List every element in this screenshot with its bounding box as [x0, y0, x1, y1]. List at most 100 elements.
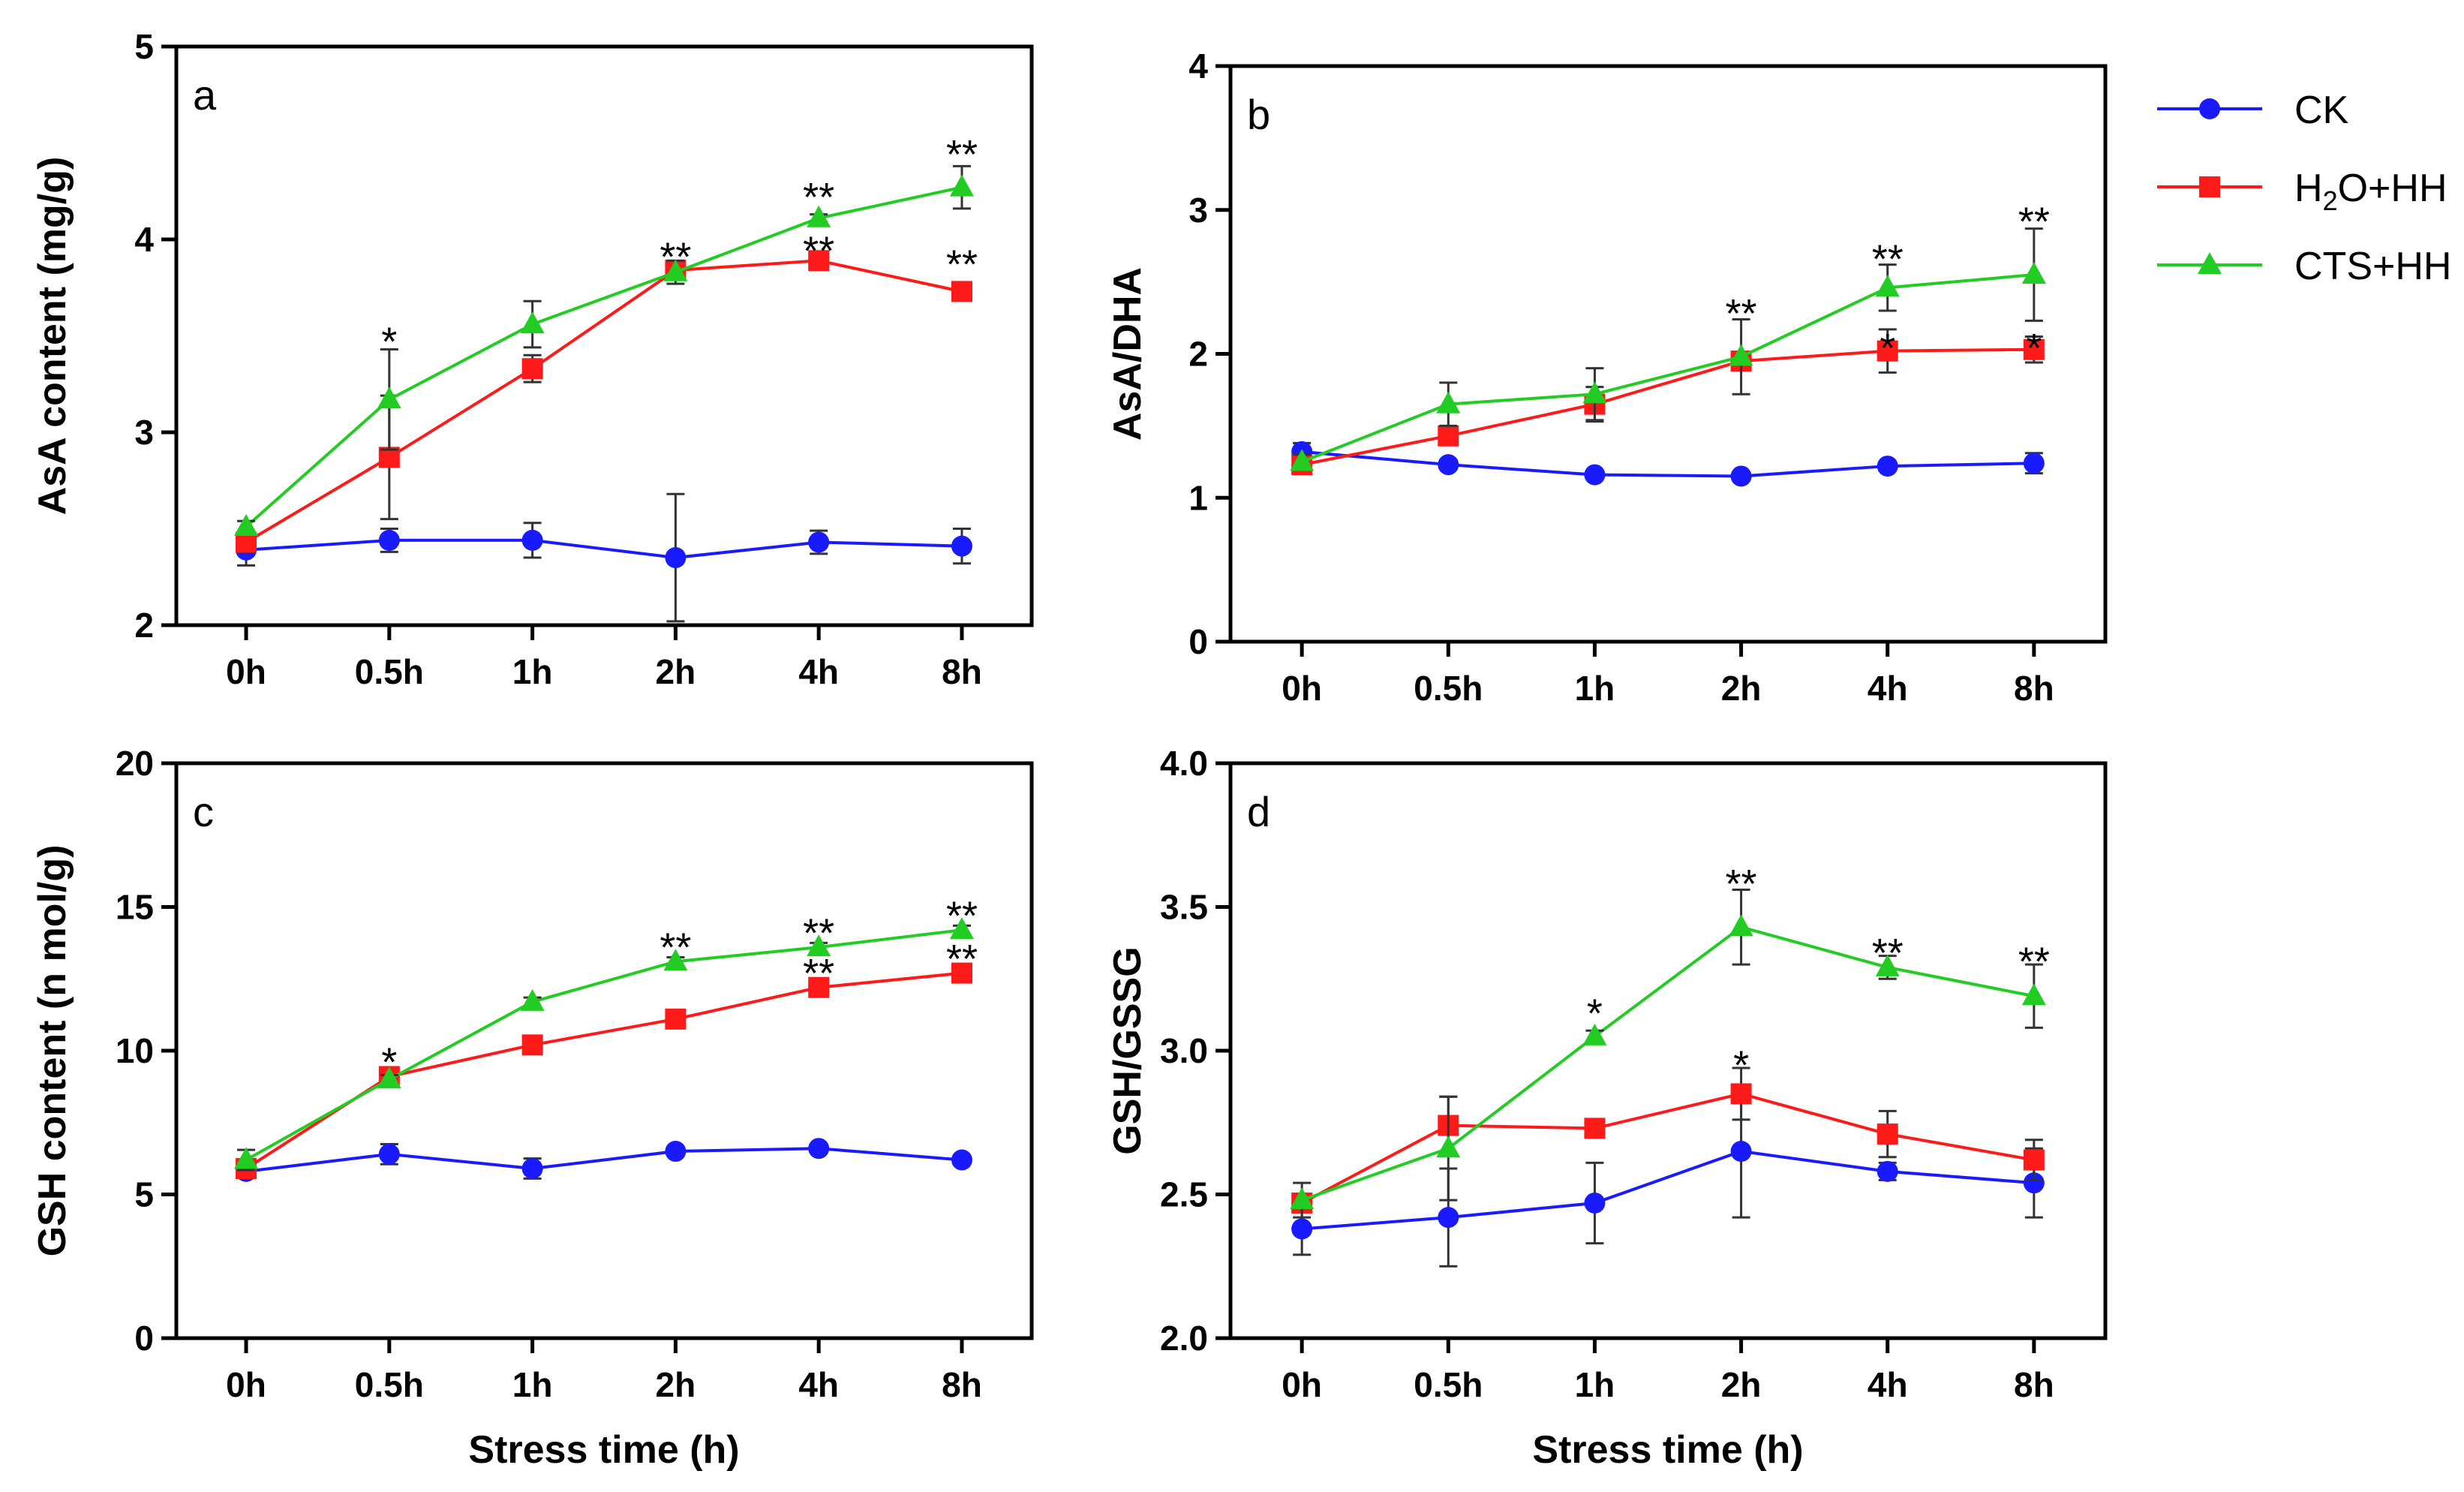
y-tick-label: 2	[1188, 335, 1208, 374]
series-line	[1301, 925, 2035, 1202]
significance-mark: **	[1872, 931, 1904, 976]
data-point	[1291, 1218, 1313, 1240]
data-point	[1877, 1160, 1898, 1182]
data-point	[1584, 464, 1606, 486]
data-point	[1436, 391, 1461, 414]
data-point	[2023, 338, 2045, 360]
data-point	[377, 1066, 401, 1089]
significance-mark: **	[2018, 940, 2050, 985]
x-tick-label: 4h	[1868, 1365, 1908, 1404]
series-H2O+HH	[1291, 1066, 2045, 1214]
legend-item-CK: CK	[2157, 89, 2349, 132]
x-tick-label: 1h	[512, 1365, 553, 1404]
data-point	[951, 962, 972, 984]
x-tick-label: 4h	[1868, 669, 1908, 708]
data-point	[378, 529, 400, 551]
data-point	[2023, 1172, 2045, 1194]
y-tick-label: 2.5	[1160, 1175, 1208, 1214]
data-point	[1730, 1083, 1752, 1105]
data-point	[521, 358, 543, 380]
x-tick-label: 4h	[798, 652, 839, 691]
series-CK	[1291, 441, 2045, 487]
plot-frame	[1228, 761, 2108, 1340]
y-tick-label: 4	[134, 220, 154, 259]
series-CTS+HH	[1290, 889, 2046, 1219]
series-line	[245, 538, 963, 560]
significance-mark: **	[803, 951, 834, 996]
data-point	[520, 311, 545, 334]
panel-d: 2.0 2.5 3.0 3.5 4.0 0h 0.5h 1h 2h 4h 8h d GSH/GSSG St…	[1106, 744, 2108, 1472]
x-tick-label: 0h	[1282, 669, 1322, 708]
data-point	[807, 934, 831, 957]
data-point	[808, 1138, 830, 1160]
data-point	[377, 387, 401, 409]
data-point	[2023, 1149, 2045, 1171]
data-point	[1438, 1207, 1459, 1229]
series-line	[1301, 347, 2034, 467]
y-tick-label: 2	[134, 606, 154, 645]
series-line	[245, 971, 963, 1170]
data-point	[1877, 1124, 1898, 1145]
series-CK	[236, 1138, 972, 1182]
series-line	[245, 259, 963, 544]
series-H2O+HH	[1291, 328, 2045, 476]
significance-mark: **	[660, 925, 691, 970]
data-point	[1729, 914, 1753, 937]
x-tick-label: 0.5h	[1414, 669, 1483, 708]
x-tick-label: 2h	[656, 1365, 696, 1404]
x-axis-label: Stress time (h)	[468, 1428, 739, 1472]
data-point	[808, 250, 830, 272]
series-line	[1301, 1092, 2035, 1205]
series-CK	[236, 492, 972, 623]
significance-mark: **	[660, 234, 691, 279]
data-point	[1877, 456, 1898, 477]
series-line	[1301, 273, 2035, 464]
x-tick-label: 0.5h	[355, 652, 424, 691]
y-tick-label: 3	[134, 413, 154, 452]
y-axis-label: GSH content (n mol/g)	[31, 845, 74, 1257]
x-tick-label: 8h	[2014, 1365, 2054, 1404]
data-point	[1290, 1187, 1315, 1210]
data-point	[949, 174, 974, 197]
x-tick-label: 8h	[942, 1365, 982, 1404]
x-tick-label: 8h	[942, 652, 982, 691]
data-point	[663, 259, 688, 281]
panel-letter: a	[193, 71, 217, 119]
significance-mark: **	[946, 242, 978, 287]
legend-marker	[2198, 252, 2222, 274]
data-point	[1584, 1192, 1606, 1214]
data-point	[2021, 262, 2046, 284]
data-point	[951, 535, 972, 557]
x-tick-label: 0h	[226, 1365, 266, 1404]
data-point	[1875, 954, 1900, 976]
significance-mark: *	[1587, 991, 1603, 1036]
data-point	[520, 988, 545, 1011]
data-point	[1877, 340, 1898, 362]
data-point	[1729, 344, 1753, 366]
series-H2O+HH	[236, 250, 972, 553]
series-CTS+HH	[234, 917, 974, 1172]
legend-label: H2O+HH	[2294, 167, 2447, 216]
y-tick-label: 1	[1188, 478, 1208, 517]
series-line	[245, 1147, 963, 1173]
legend-label: CK	[2294, 89, 2349, 132]
series-line	[245, 928, 963, 1162]
data-point	[1875, 275, 1900, 297]
y-tick-label: 4	[1188, 47, 1208, 86]
significance-mark: **	[946, 937, 978, 982]
x-tick-label: 0.5h	[355, 1365, 424, 1404]
data-point	[521, 1158, 543, 1180]
data-point	[378, 1143, 400, 1165]
x-tick-label: 0.5h	[1414, 1365, 1483, 1404]
data-point	[521, 1034, 543, 1056]
series-H2O+HH	[236, 962, 972, 1180]
data-point	[234, 513, 259, 536]
legend-marker	[2199, 98, 2220, 119]
x-tick-label: 2h	[1721, 669, 1762, 708]
series-line	[1301, 450, 2034, 478]
significance-mark: **	[1872, 236, 1904, 281]
data-point	[1582, 1023, 1607, 1045]
